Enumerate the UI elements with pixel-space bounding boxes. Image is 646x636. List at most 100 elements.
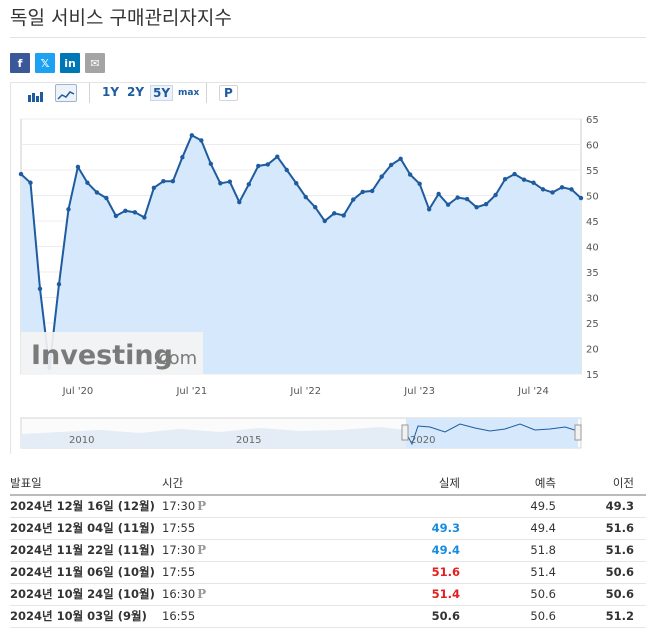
- preliminary-icon: P: [197, 499, 207, 514]
- release-time: 17:30 P: [162, 539, 362, 562]
- navigator: 2010 2015 2020: [20, 417, 582, 449]
- data-point[interactable]: [189, 133, 195, 138]
- data-point[interactable]: [275, 154, 280, 159]
- range-2y-button[interactable]: 2Y: [127, 85, 145, 99]
- data-point[interactable]: [37, 286, 43, 292]
- y-tick-label: 65: [586, 115, 599, 126]
- data-point[interactable]: [75, 164, 81, 170]
- data-point[interactable]: [436, 191, 441, 197]
- navigator-label: 2010: [69, 435, 94, 446]
- data-point[interactable]: [455, 195, 460, 200]
- data-point[interactable]: [151, 185, 157, 191]
- area-chart-type-icon[interactable]: [55, 84, 77, 102]
- data-point[interactable]: [132, 210, 138, 215]
- data-point[interactable]: [237, 199, 242, 205]
- previous-value: 51.6: [556, 539, 646, 562]
- data-point[interactable]: [417, 181, 422, 186]
- data-point[interactable]: [313, 205, 318, 210]
- data-point[interactable]: [246, 182, 251, 187]
- range-1y-button[interactable]: 1Y: [102, 85, 120, 99]
- p-button[interactable]: P: [219, 85, 238, 101]
- data-point[interactable]: [294, 181, 299, 186]
- toolbar-separator: [206, 83, 207, 103]
- col-time-header[interactable]: 시간: [162, 472, 362, 496]
- facebook-share-button[interactable]: f: [10, 53, 30, 73]
- data-point[interactable]: [94, 190, 100, 195]
- col-actual-header[interactable]: 실제: [362, 472, 460, 496]
- previous-value: 51.2: [556, 605, 646, 628]
- data-point[interactable]: [18, 171, 24, 177]
- data-point[interactable]: [521, 177, 527, 182]
- navigator-label: 2020: [410, 435, 435, 446]
- data-point[interactable]: [445, 202, 451, 207]
- data-point[interactable]: [123, 208, 128, 213]
- points-layer: [18, 133, 584, 371]
- data-point[interactable]: [512, 171, 517, 177]
- data-point[interactable]: [332, 211, 337, 216]
- data-point[interactable]: [550, 190, 555, 195]
- data-point[interactable]: [161, 179, 166, 184]
- data-point[interactable]: [142, 215, 147, 220]
- data-point[interactable]: [351, 197, 356, 202]
- data-point[interactable]: [502, 176, 508, 182]
- data-point[interactable]: [256, 163, 261, 169]
- data-point[interactable]: [85, 180, 90, 185]
- data-point[interactable]: [104, 195, 109, 201]
- data-point[interactable]: [569, 187, 574, 192]
- data-point[interactable]: [218, 181, 223, 186]
- data-point[interactable]: [531, 180, 536, 185]
- data-point[interactable]: [369, 188, 375, 194]
- chart-panel: 1Y 2Y 5Y max P: [10, 82, 646, 454]
- linkedin-share-button[interactable]: in: [60, 53, 80, 73]
- x-share-button[interactable]: 𝕏: [35, 53, 55, 73]
- navigator-selected-range[interactable]: [406, 418, 578, 448]
- bar-chart-type-icon[interactable]: [25, 84, 47, 102]
- data-point[interactable]: [493, 192, 498, 198]
- data-point[interactable]: [28, 180, 33, 185]
- previous-value: 49.3: [556, 495, 646, 518]
- x-tick-label: Jul '24: [517, 386, 549, 397]
- data-point[interactable]: [303, 194, 308, 200]
- data-point[interactable]: [483, 201, 489, 207]
- data-point[interactable]: [208, 161, 214, 167]
- col-date-header[interactable]: 발표일: [10, 472, 162, 496]
- data-point[interactable]: [56, 282, 62, 287]
- actual-value: 49.4: [362, 539, 460, 562]
- linkedin-icon: in: [64, 56, 76, 70]
- data-point[interactable]: [360, 189, 365, 195]
- series-area-fill: [21, 135, 581, 374]
- navigator-right-handle[interactable]: [574, 424, 582, 441]
- y-tick-label: 50: [586, 192, 599, 203]
- data-point[interactable]: [388, 162, 394, 168]
- data-point[interactable]: [227, 179, 233, 184]
- data-point[interactable]: [113, 213, 119, 219]
- table-row: 2024년 11월 22일 (11월) 17:30 P 49.4 51.8 51.…: [10, 539, 646, 562]
- y-tick-label: 20: [586, 345, 599, 356]
- data-point[interactable]: [540, 187, 546, 192]
- data-point[interactable]: [474, 205, 479, 210]
- y-tick-label: 45: [586, 217, 599, 228]
- data-point[interactable]: [284, 167, 289, 173]
- email-share-button[interactable]: ✉: [85, 53, 105, 73]
- col-forecast-header[interactable]: 예측: [460, 472, 556, 496]
- data-point[interactable]: [464, 196, 470, 202]
- data-point[interactable]: [265, 162, 270, 167]
- data-point[interactable]: [170, 179, 176, 184]
- data-point[interactable]: [341, 213, 346, 218]
- data-point[interactable]: [407, 172, 413, 177]
- navigator-left-handle[interactable]: [401, 424, 409, 441]
- range-5y-button[interactable]: 5Y: [150, 85, 174, 101]
- release-time: 16:30 P: [162, 583, 362, 606]
- data-point[interactable]: [322, 218, 327, 224]
- data-point[interactable]: [578, 195, 584, 201]
- data-point[interactable]: [426, 207, 432, 212]
- data-point[interactable]: [379, 174, 384, 179]
- data-point[interactable]: [180, 155, 185, 160]
- data-point[interactable]: [398, 156, 403, 161]
- data-point[interactable]: [559, 185, 565, 190]
- toolbar-separator: [89, 83, 90, 103]
- data-point[interactable]: [66, 207, 71, 212]
- data-point[interactable]: [199, 138, 204, 143]
- range-max-button[interactable]: max: [178, 88, 200, 98]
- col-previous-header[interactable]: 이전: [556, 472, 646, 496]
